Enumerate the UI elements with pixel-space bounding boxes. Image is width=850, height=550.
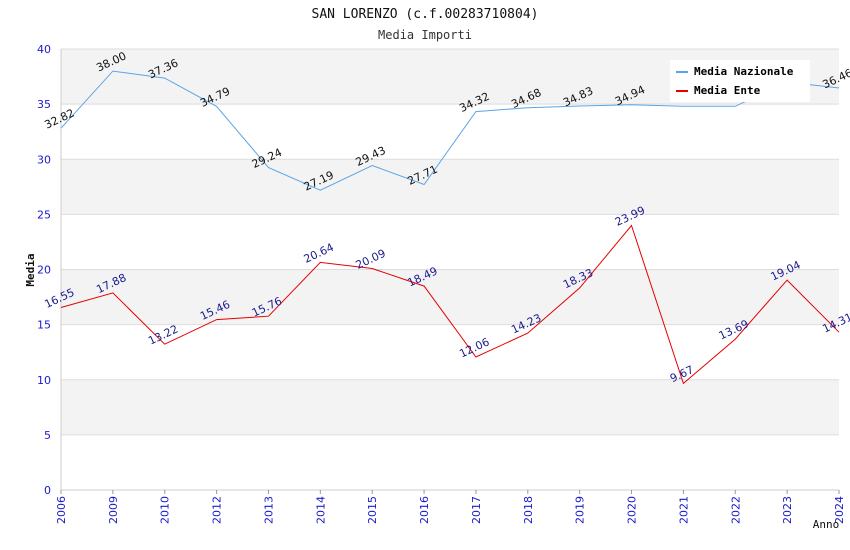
series-line-media-nazionale (60, 70, 840, 191)
background-bands (61, 49, 839, 490)
x-tick-label: 2014 (314, 496, 327, 524)
y-tick-label: 25 (37, 208, 51, 221)
chart-subtitle: Media Importi (378, 28, 472, 42)
legend-box (670, 60, 810, 102)
y-tick-label: 10 (37, 374, 51, 387)
y-tick-label: 20 (37, 264, 51, 277)
x-tick-label: 2006 (55, 496, 68, 524)
x-tick-label: 2013 (262, 496, 275, 524)
x-tick-label: 2018 (522, 496, 535, 524)
band (61, 379, 839, 435)
band (61, 269, 839, 325)
x-tick-label: 2021 (677, 496, 690, 524)
band (61, 159, 839, 215)
series-lines (60, 70, 840, 385)
y-tick-label: 15 (37, 319, 51, 332)
x-tick-label: 2019 (574, 496, 587, 524)
x-tick-label: 2024 (833, 496, 846, 524)
band (61, 434, 839, 490)
band (61, 104, 839, 160)
y-axis-title: Media (24, 253, 37, 286)
x-tick-label: 2016 (418, 496, 431, 524)
x-tick-label: 2012 (211, 496, 224, 524)
y-tick-label: 30 (37, 153, 51, 166)
y-tick-label: 40 (37, 43, 51, 56)
x-tick-label: 2023 (781, 496, 794, 524)
x-axis-title: Anno (813, 518, 840, 531)
x-tick-label: 2015 (366, 496, 379, 524)
legend-label-media-nazionale: Media Nazionale (694, 65, 794, 78)
x-tick-label: 2017 (470, 496, 483, 524)
band (61, 324, 839, 380)
legend-label-media-ente: Media Ente (694, 84, 761, 97)
y-tick-label: 35 (37, 98, 51, 111)
legend: Media Nazionale Media Ente (670, 60, 810, 102)
x-tick-label: 2009 (107, 496, 120, 524)
axes: 0 5 10 15 20 25 30 35 40 2006 2009 2010 2012 2013 2014… (37, 43, 846, 524)
x-tick-label: 2020 (626, 496, 639, 524)
band (61, 214, 839, 270)
x-tick-label: 2010 (159, 496, 172, 524)
y-tick-label: 0 (44, 484, 51, 497)
series-line-media-ente (60, 224, 840, 385)
chart-title: SAN LORENZO (c.f.00283710804) (312, 7, 539, 22)
y-tick-label: 5 (44, 429, 51, 442)
x-tick-label: 2022 (729, 496, 742, 524)
